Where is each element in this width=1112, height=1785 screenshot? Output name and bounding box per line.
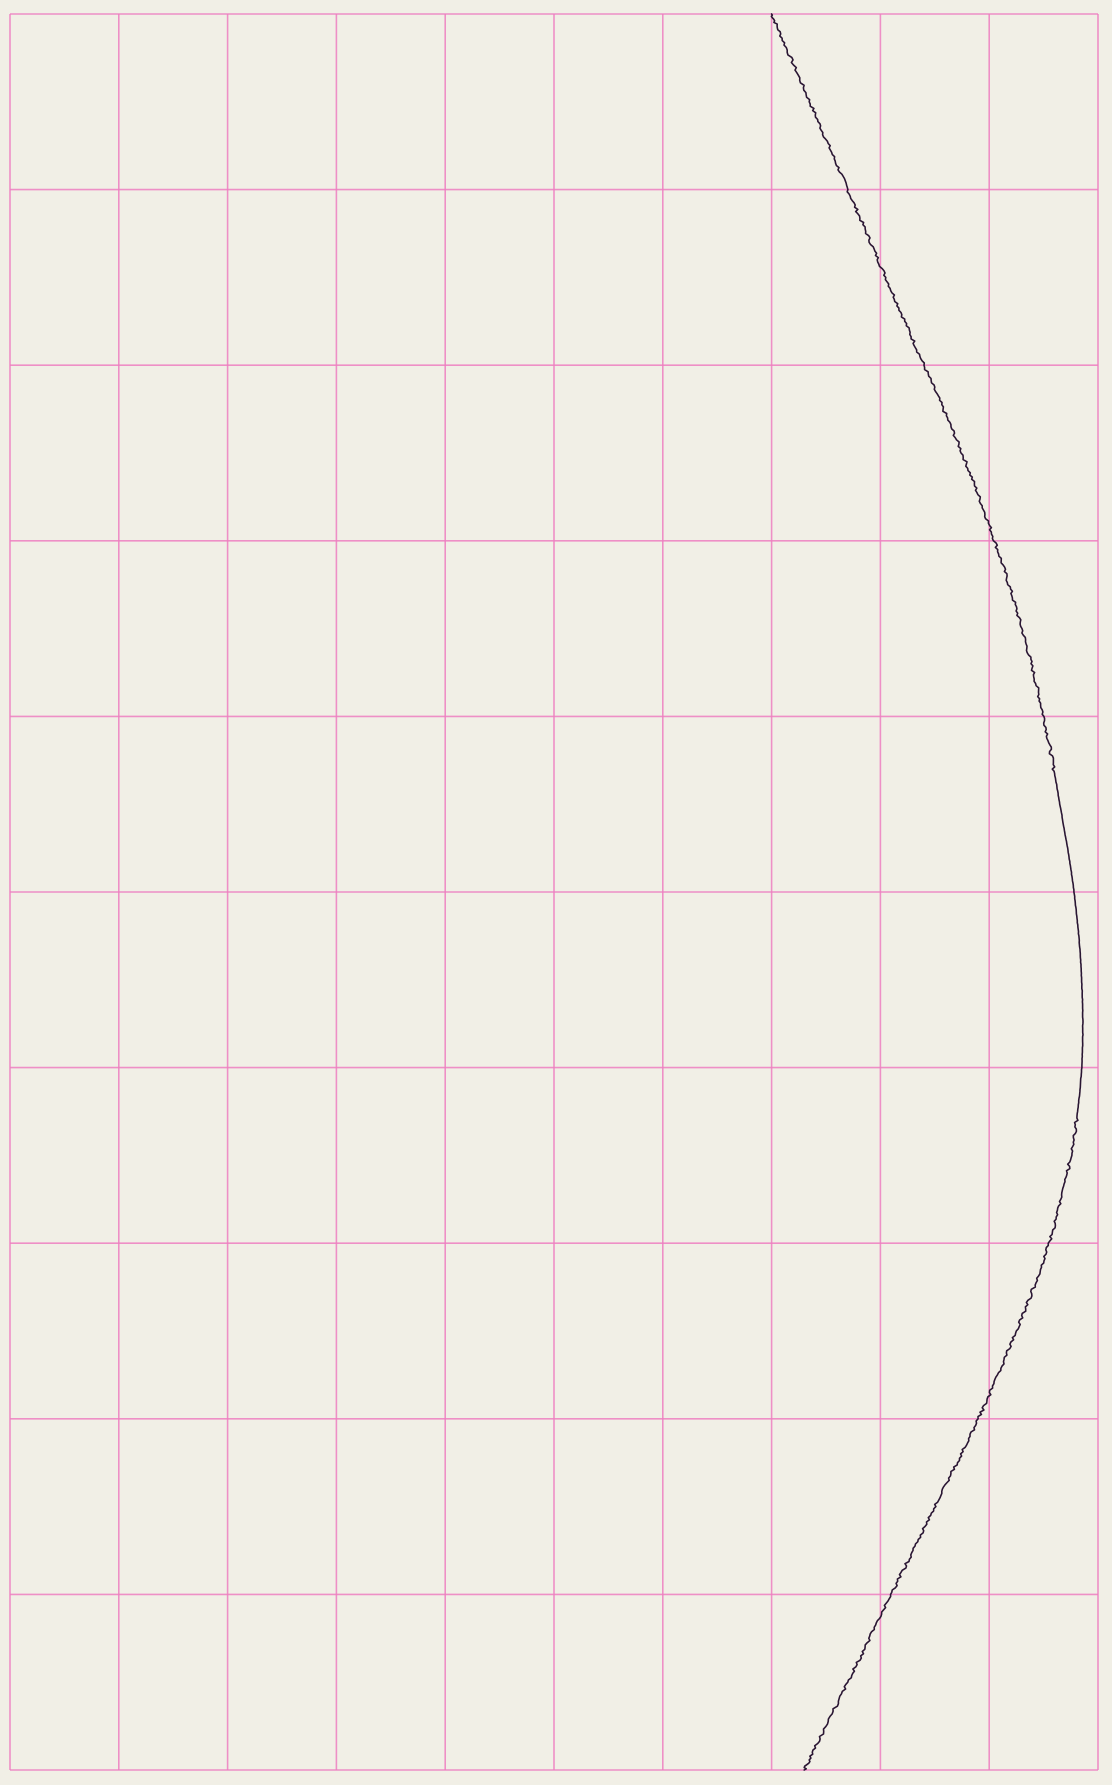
grid [9,13,1099,1771]
trace-series [770,13,1084,1771]
trace-line [770,13,1084,1771]
